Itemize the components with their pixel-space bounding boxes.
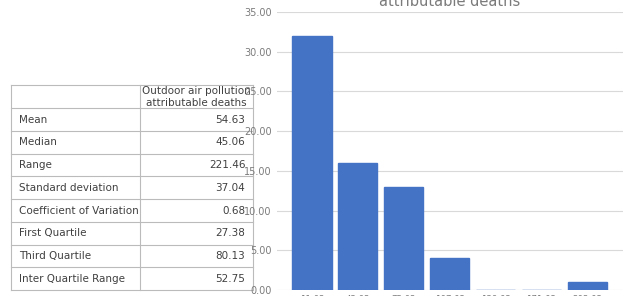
Text: Coefficient of Variation: Coefficient of Variation <box>19 205 138 215</box>
Bar <box>430 258 469 290</box>
Text: Outdoor air pollution
attributable deaths: Outdoor air pollution attributable death… <box>142 86 250 108</box>
Text: Median: Median <box>19 137 57 147</box>
Text: Range: Range <box>19 160 52 170</box>
Bar <box>568 282 607 290</box>
Bar <box>338 163 377 290</box>
Title: Outdoor air pollution
attributable deaths: Outdoor air pollution attributable death… <box>374 0 526 9</box>
Text: 37.04: 37.04 <box>216 183 245 193</box>
Text: 54.63: 54.63 <box>216 115 245 125</box>
Text: 0.68: 0.68 <box>222 205 245 215</box>
Text: 221.46: 221.46 <box>209 160 245 170</box>
Text: Mean: Mean <box>19 115 47 125</box>
Bar <box>384 187 423 290</box>
Text: 80.13: 80.13 <box>216 251 245 261</box>
Text: First Quartile: First Quartile <box>19 228 86 238</box>
Text: 27.38: 27.38 <box>216 228 245 238</box>
Text: 45.06: 45.06 <box>216 137 245 147</box>
Text: Inter Quartile Range: Inter Quartile Range <box>19 274 125 284</box>
Text: 52.75: 52.75 <box>216 274 245 284</box>
Text: Third Quartile: Third Quartile <box>19 251 91 261</box>
Text: Standard deviation: Standard deviation <box>19 183 118 193</box>
Bar <box>292 36 331 290</box>
